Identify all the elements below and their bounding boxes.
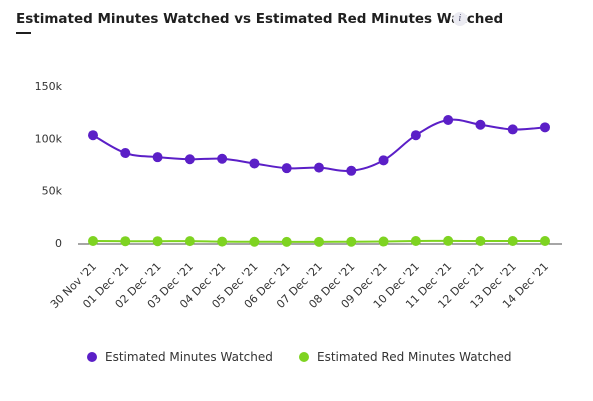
data-point-estimated-red-minutes-watched[interactable] (281, 236, 292, 247)
data-point-estimated-minutes-watched[interactable] (540, 122, 550, 133)
data-point-estimated-minutes-watched[interactable] (346, 165, 357, 176)
title-underline (16, 32, 31, 34)
data-point-estimated-red-minutes-watched[interactable] (88, 236, 98, 247)
data-point-estimated-red-minutes-watched[interactable] (540, 236, 550, 247)
data-point-estimated-red-minutes-watched[interactable] (184, 236, 195, 247)
data-point-estimated-minutes-watched[interactable] (475, 119, 486, 130)
y-tick-label: 150k (35, 80, 63, 93)
data-point-estimated-minutes-watched[interactable] (217, 153, 228, 164)
data-point-estimated-red-minutes-watched[interactable] (314, 236, 324, 247)
data-point-estimated-minutes-watched[interactable] (249, 158, 260, 169)
data-point-estimated-red-minutes-watched[interactable] (378, 236, 389, 247)
legend-label[interactable]: Estimated Red Minutes Watched (317, 350, 511, 364)
data-point-estimated-minutes-watched[interactable] (88, 130, 98, 141)
y-tick-label: 50k (42, 185, 63, 198)
legend-label[interactable]: Estimated Minutes Watched (105, 350, 273, 364)
data-point-estimated-minutes-watched[interactable] (378, 155, 389, 166)
data-point-estimated-red-minutes-watched[interactable] (249, 236, 260, 247)
data-point-estimated-minutes-watched[interactable] (281, 163, 292, 174)
y-axis-ticks: 0 50k 100k 150k (35, 80, 63, 250)
data-point-estimated-red-minutes-watched[interactable] (475, 236, 486, 247)
info-icon[interactable]: i (453, 12, 467, 26)
legend: Estimated Minutes Watched Estimated Red M… (87, 350, 511, 364)
data-point-estimated-red-minutes-watched[interactable] (507, 236, 518, 247)
data-point-estimated-minutes-watched[interactable] (507, 124, 518, 135)
data-point-estimated-minutes-watched[interactable] (314, 162, 324, 173)
data-point-estimated-red-minutes-watched[interactable] (217, 236, 228, 247)
data-point-estimated-red-minutes-watched[interactable] (346, 236, 357, 247)
chart-title: Estimated Minutes Watched vs Estimated R… (16, 11, 504, 27)
data-point-estimated-red-minutes-watched[interactable] (152, 236, 163, 247)
data-point-estimated-red-minutes-watched[interactable] (410, 236, 421, 247)
y-tick-label: 100k (35, 132, 63, 145)
data-point-estimated-red-minutes-watched[interactable] (443, 235, 454, 246)
data-point-estimated-minutes-watched[interactable] (152, 152, 163, 163)
legend-marker[interactable] (299, 352, 309, 362)
data-point-estimated-minutes-watched[interactable] (184, 154, 195, 165)
data-point-estimated-minutes-watched[interactable] (410, 130, 421, 141)
series-lines (92, 118, 546, 243)
data-point-estimated-minutes-watched[interactable] (120, 147, 131, 158)
y-tick-label: 0 (55, 237, 62, 250)
data-point-estimated-minutes-watched[interactable] (443, 115, 454, 126)
legend-marker[interactable] (87, 352, 97, 362)
series-points (88, 115, 550, 247)
chart-header: Estimated Minutes Watched vs Estimated R… (16, 8, 576, 38)
data-point-estimated-red-minutes-watched[interactable] (120, 236, 131, 247)
